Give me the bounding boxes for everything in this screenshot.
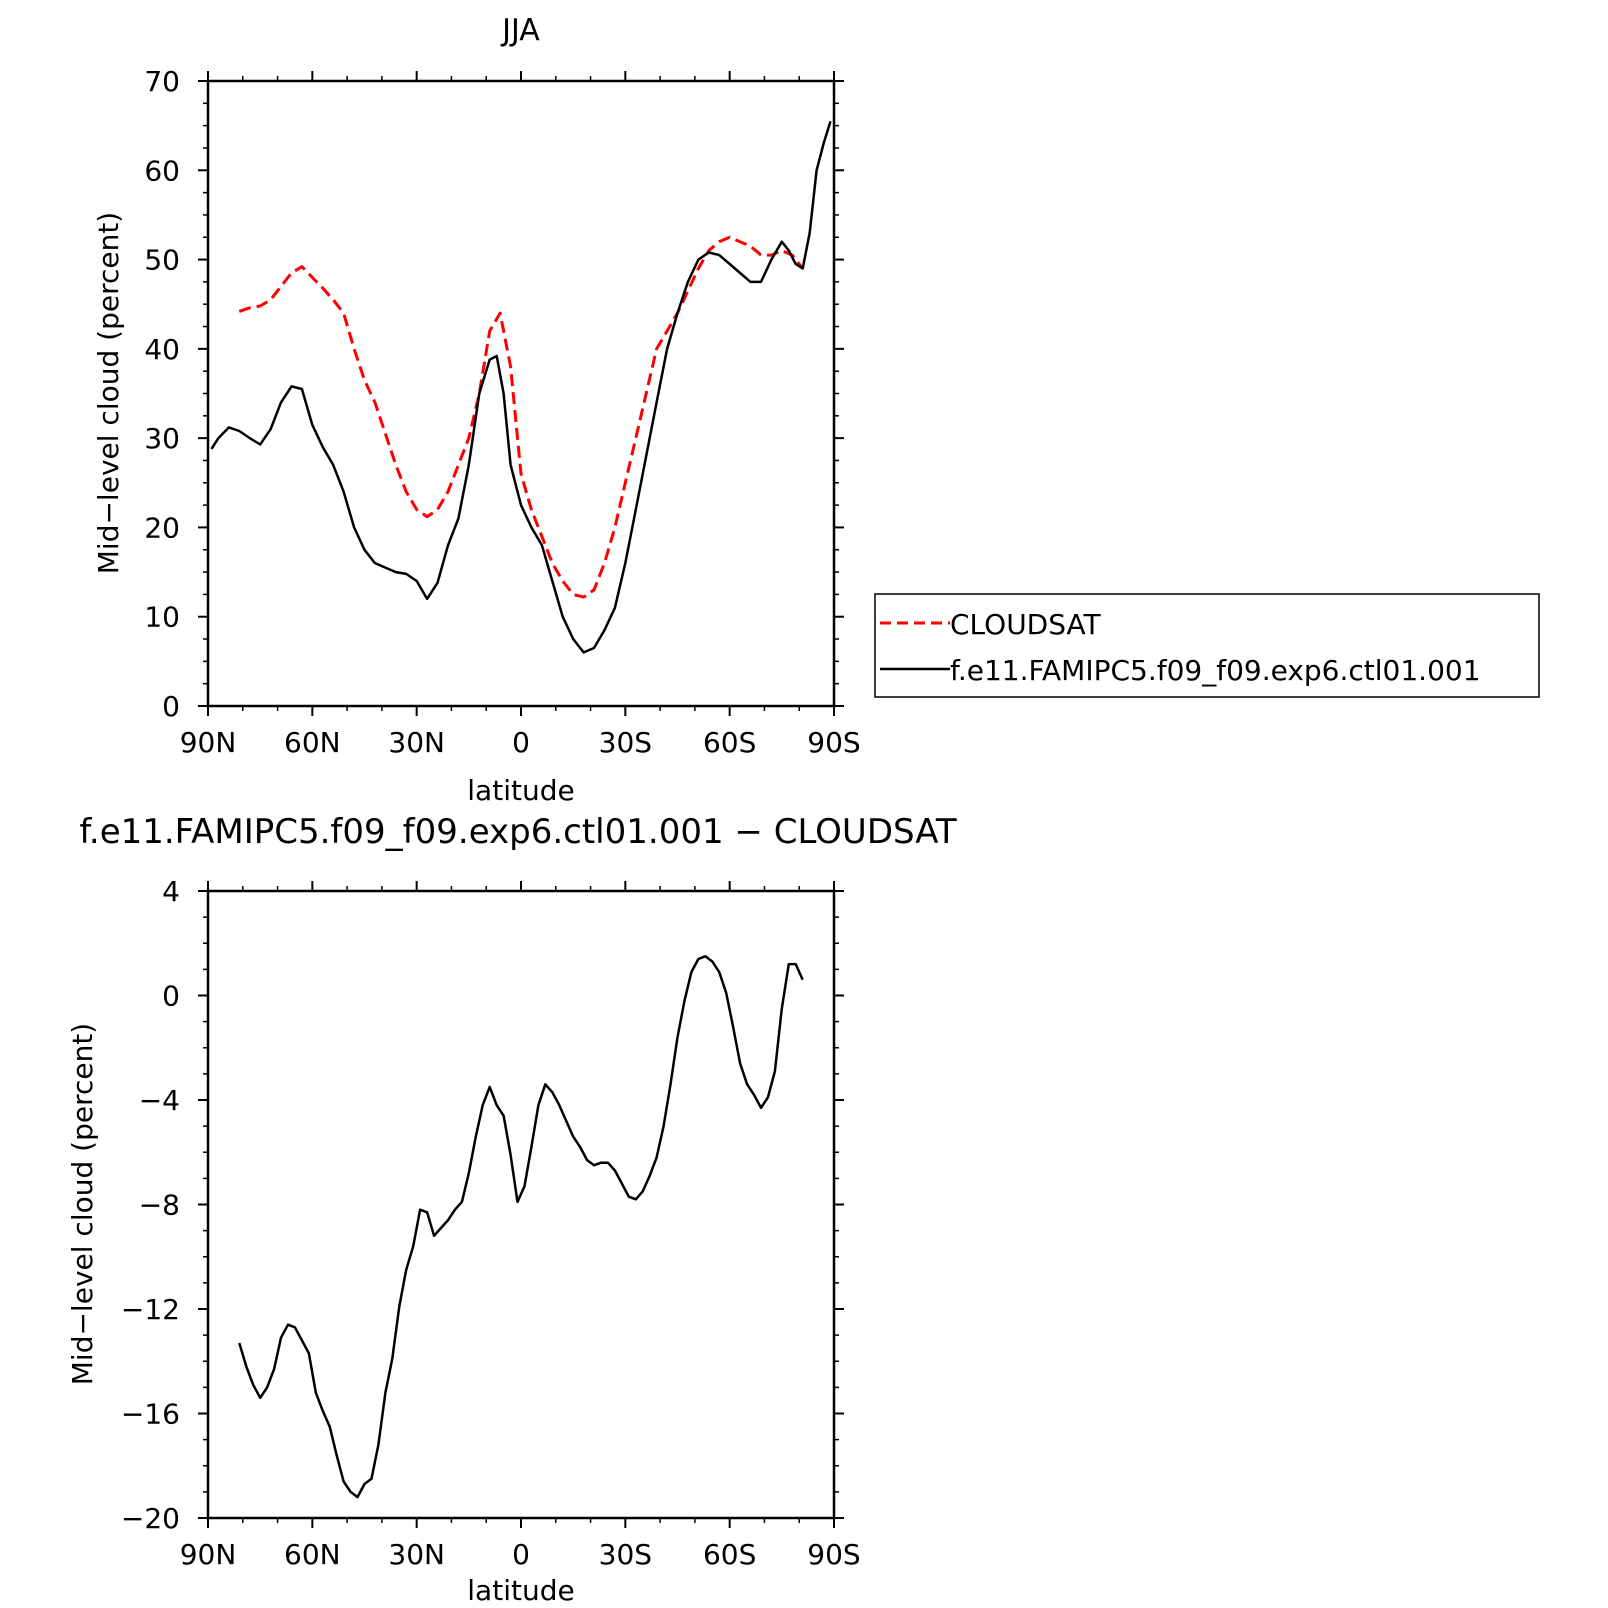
bottom-series-lines — [238, 955, 804, 1499]
x-tick-label: 60N — [284, 1538, 341, 1571]
y-tick-label: 0 — [162, 690, 180, 723]
y-tick-label: 10 — [144, 601, 180, 634]
series-line-1 — [210, 120, 832, 654]
x-tick-label: 60S — [703, 1538, 756, 1571]
y-tick-label: 70 — [144, 65, 180, 98]
x-tick-label: 60N — [284, 726, 341, 759]
bottom-panel: f.e11.FAMIPC5.f09_f09.exp6.ctl01.001 − C… — [66, 812, 957, 1607]
x-tick-label: 90S — [807, 726, 860, 759]
bottom-y-axis-label: Mid−level cloud (percent) — [66, 1023, 99, 1385]
legend-box — [874, 593, 1540, 698]
legend-label-cloudsat: CLOUDSAT — [950, 608, 1102, 641]
y-tick-label: 50 — [144, 244, 180, 277]
x-tick-label: 90S — [807, 1538, 860, 1571]
y-tick-label: 60 — [144, 154, 180, 187]
x-tick-label: 90N — [180, 726, 237, 759]
y-tick-label: 0 — [162, 980, 180, 1013]
y-tick-label: 4 — [162, 875, 180, 908]
top-x-axis-label: latitude — [467, 774, 574, 807]
x-tick-label: 30S — [599, 1538, 652, 1571]
bottom-x-axis-label: latitude — [467, 1574, 574, 1607]
top-y-axis-label: Mid−level cloud (percent) — [92, 212, 125, 574]
series-line-0 — [238, 955, 804, 1499]
y-tick-label: −20 — [121, 1502, 180, 1535]
x-tick-label: 0 — [512, 1538, 530, 1571]
y-tick-label: −16 — [121, 1398, 180, 1431]
bottom-panel-title: f.e11.FAMIPC5.f09_f09.exp6.ctl01.001 − C… — [79, 812, 956, 852]
y-tick-label: −12 — [121, 1293, 180, 1326]
x-tick-label: 90N — [180, 1538, 237, 1571]
y-tick-label: −4 — [139, 1084, 180, 1117]
legend-label-model: f.e11.FAMIPC5.f09_f09.exp6.ctl01.001 — [950, 654, 1481, 687]
x-tick-label: 30S — [599, 726, 652, 759]
top-axis-ticks: 90N 60N 30N 0 30S 60S 90S 0 10 20 30 40 50 60 70 — [144, 65, 860, 759]
x-tick-label: 0 — [512, 726, 530, 759]
legend: CLOUDSAT f.e11.FAMIPC5.f09_f09.exp6.ctl0… — [874, 593, 1540, 698]
top-panel: JJA 90N 60N 30N 0 30S 60S 90S 0 10 20 30 40 50 60 70 l… — [92, 13, 861, 807]
x-tick-label: 30N — [388, 1538, 445, 1571]
series-line-0 — [238, 235, 804, 599]
y-tick-label: 20 — [144, 511, 180, 544]
x-tick-label: 60S — [703, 726, 756, 759]
top-series-lines — [210, 120, 832, 654]
y-tick-label: 30 — [144, 422, 180, 455]
y-tick-label: 40 — [144, 333, 180, 366]
top-plot-frame — [206, 79, 836, 708]
x-tick-label: 30N — [388, 726, 445, 759]
bottom-axis-ticks: 90N 60N 30N 0 30S 60S 90S −20 −16 −12 −8 −4 0 4 — [121, 875, 861, 1571]
top-panel-title: JJA — [500, 13, 540, 48]
y-tick-label: −8 — [139, 1189, 180, 1222]
bottom-plot-frame — [206, 889, 836, 1520]
